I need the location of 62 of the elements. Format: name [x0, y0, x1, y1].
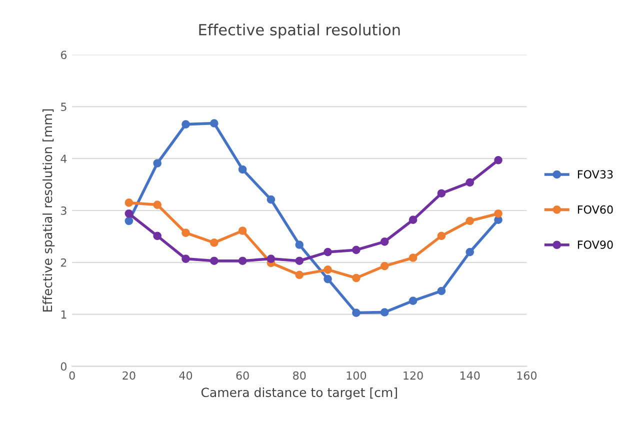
point: [238, 256, 247, 266]
point: [124, 216, 134, 226]
point: [324, 274, 332, 284]
point: [153, 200, 162, 209]
point: [295, 256, 304, 266]
point: [210, 256, 218, 266]
point: [408, 216, 418, 224]
point: [437, 232, 446, 240]
point: [324, 248, 332, 256]
y-tick-label: 6: [60, 50, 67, 60]
point: [182, 254, 190, 263]
point: [210, 238, 218, 247]
point: [182, 228, 190, 237]
point: [295, 240, 304, 249]
chart-title: Effective spatial resolution: [199, 24, 400, 38]
y-tick-label: 5: [61, 102, 66, 112]
point: [437, 286, 446, 296]
point: [153, 232, 162, 240]
y-tick-label: 2: [60, 258, 66, 267]
point: [466, 216, 474, 226]
point: [380, 262, 389, 270]
point: [124, 198, 134, 207]
point: [352, 308, 360, 317]
point: [352, 246, 360, 254]
legend-label: FOV90: [578, 240, 613, 249]
legend-label: FOV33: [578, 170, 613, 179]
point: [266, 195, 276, 204]
x-tick-label: 120: [404, 371, 423, 380]
point: [266, 254, 276, 263]
legend-label: FOV60: [578, 205, 613, 214]
point: [494, 156, 502, 164]
x-tick-label: 60: [236, 371, 249, 380]
x-tick-label: 140: [460, 371, 480, 380]
x-tick-label: 20: [122, 371, 136, 380]
x-tick-label: 160: [517, 371, 537, 380]
point: [380, 237, 389, 246]
x-tick-label: 100: [346, 371, 366, 380]
point: [238, 226, 247, 235]
y-tick-label: 4: [60, 154, 67, 163]
point: [352, 274, 360, 282]
x-tick-label: 40: [179, 371, 192, 380]
point: [466, 178, 474, 187]
y-tick-label: 0: [60, 362, 67, 371]
point: [324, 266, 332, 274]
point: [124, 209, 134, 218]
y-axis-title: Effective spatial resolution [mm]: [42, 109, 55, 312]
point: [210, 119, 218, 128]
point: [408, 254, 418, 262]
point: [153, 159, 162, 168]
point: [437, 189, 446, 198]
point: [380, 308, 389, 316]
y-tick-label: 3: [61, 206, 66, 215]
point: [466, 248, 474, 256]
point: [295, 270, 304, 280]
x-tick-label: 0: [69, 371, 75, 380]
point: [408, 296, 418, 306]
point: [494, 209, 502, 218]
x-tick-label: 80: [293, 371, 306, 380]
point: [238, 165, 247, 174]
y-tick-label: 1: [61, 310, 66, 319]
point: [182, 120, 190, 128]
x-axis-title: Camera distance to target [cm]: [201, 387, 397, 400]
